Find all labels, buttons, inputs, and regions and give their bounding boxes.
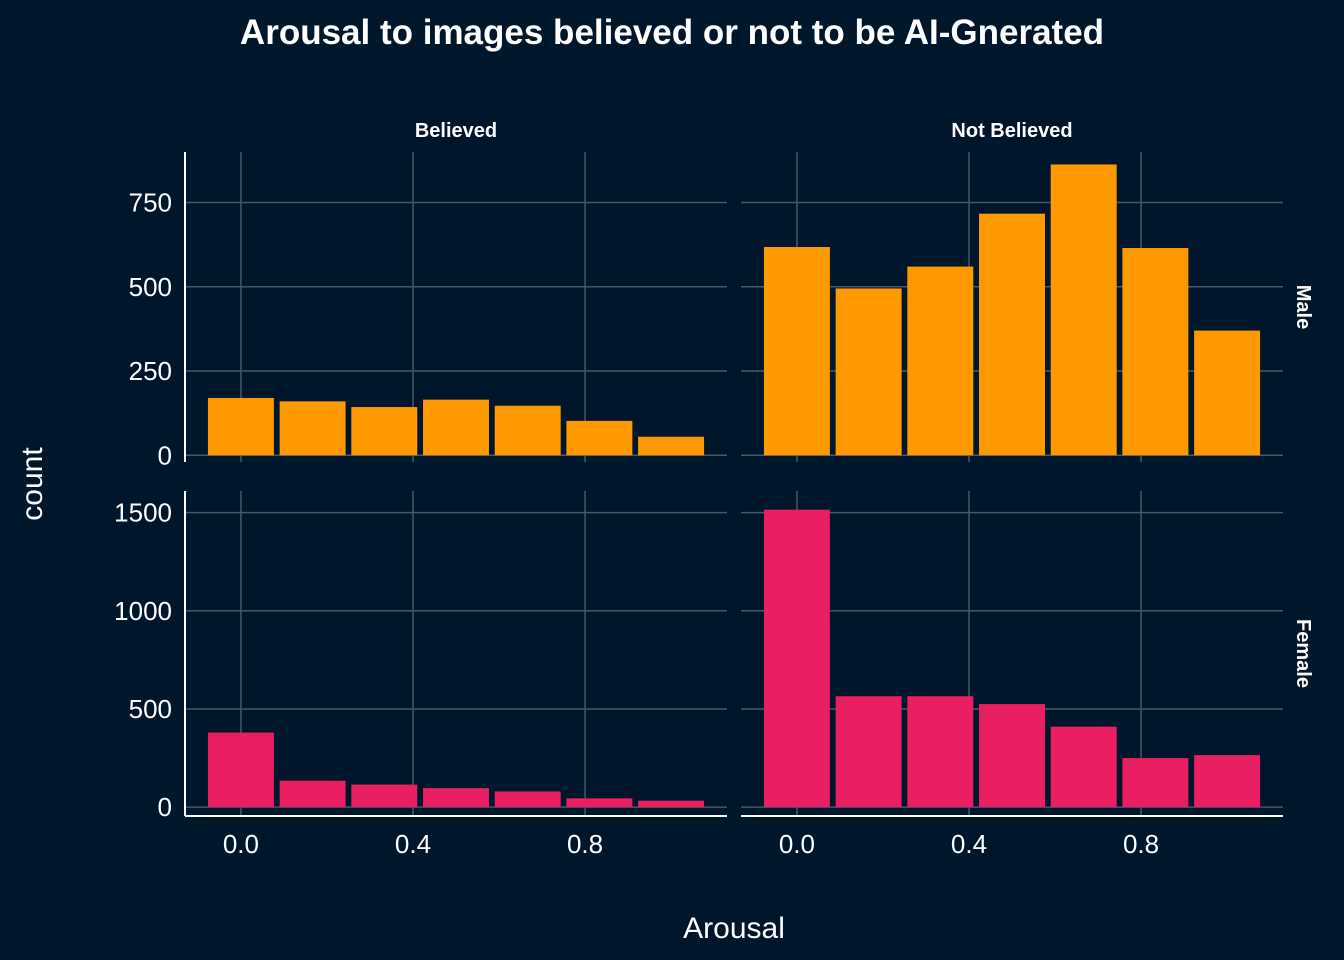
histogram-bar (638, 800, 705, 808)
histogram-bar (1122, 248, 1189, 456)
facet-strip-female: Female (1292, 619, 1314, 688)
y-tick-label: 0 (158, 440, 172, 470)
x-tick-label: 0.0 (779, 829, 815, 859)
y-tick-label: 250 (129, 356, 172, 386)
histogram-bar (494, 405, 561, 456)
histogram-bar (763, 247, 830, 456)
histogram-bar (1122, 758, 1189, 808)
histogram-bar (907, 266, 974, 456)
chart-panels: Believed Not Believed Male 0 250 500 750 Female… (114, 120, 1314, 859)
histogram-bar (1194, 755, 1261, 808)
x-tick-label: 0.4 (395, 829, 431, 859)
histogram-bar (763, 509, 830, 808)
panel-female-believed (184, 491, 727, 817)
x-axis-title: Arousal (683, 912, 785, 945)
histogram-bar (494, 791, 561, 808)
histogram-bar (279, 401, 346, 456)
panel-male-not-believed (741, 152, 1283, 462)
x-tick-label: 0.4 (951, 829, 987, 859)
histogram-bar (423, 399, 489, 456)
facet-strip-male: Male (1292, 285, 1314, 329)
histogram-bar (1050, 726, 1117, 808)
facet-strip-not-believed: Not Believed (951, 120, 1072, 142)
y-tick-label: 1000 (114, 596, 172, 626)
histogram-bar (835, 288, 902, 456)
histogram-bar (351, 784, 418, 808)
histogram-bar (979, 213, 1045, 456)
y-tick-label: 1500 (114, 498, 172, 528)
y-axis-title: count (16, 447, 49, 521)
histogram-bar (1194, 330, 1261, 456)
chart-title: Arousal to images believed or not to be … (240, 13, 1104, 52)
histogram-bar (351, 407, 418, 456)
histogram-bar (566, 798, 633, 808)
x-tick-label: 0.0 (223, 829, 259, 859)
histogram-bar (279, 780, 346, 808)
histogram-bar (638, 436, 705, 456)
panel-female-not-believed (741, 491, 1283, 817)
y-tick-label: 750 (129, 188, 172, 218)
histogram-bar (423, 788, 489, 808)
x-tick-label: 0.8 (1123, 829, 1159, 859)
x-tick-label: 0.8 (567, 829, 603, 859)
histogram-bar (207, 397, 274, 456)
histogram-bar (979, 704, 1045, 808)
histogram-bar (907, 696, 974, 808)
y-tick-label: 500 (129, 694, 172, 724)
y-tick-label: 500 (129, 272, 172, 302)
panel-male-believed (184, 152, 727, 462)
facet-strip-believed: Believed (415, 120, 497, 142)
histogram-bar (1050, 164, 1117, 456)
y-tick-label: 0 (158, 792, 172, 822)
histogram-bar (835, 696, 902, 808)
histogram-bar (566, 420, 633, 456)
histogram-bar (207, 732, 274, 808)
